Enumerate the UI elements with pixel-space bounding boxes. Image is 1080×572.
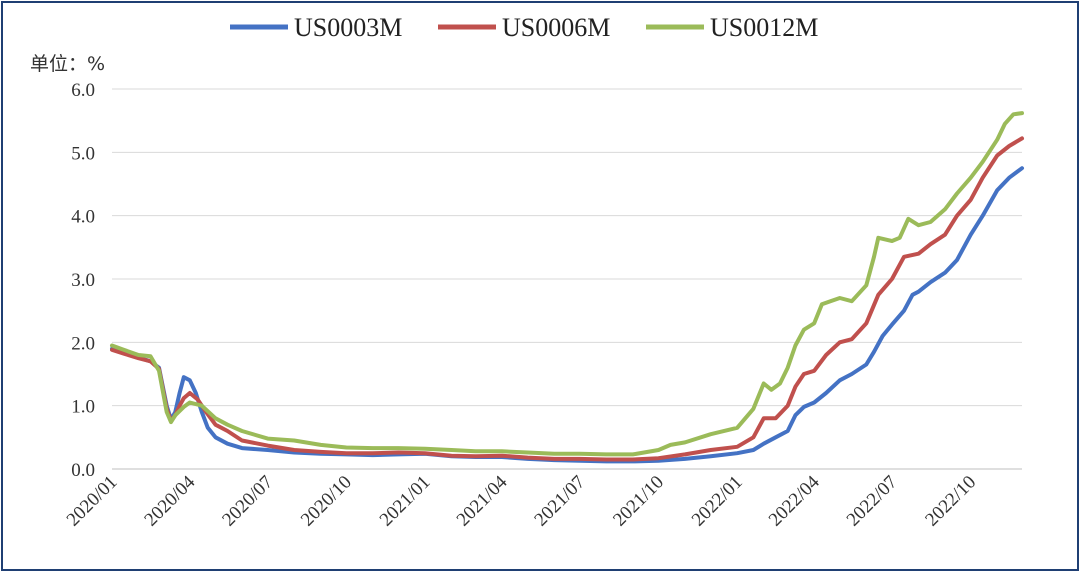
x-tick-label: 2022/10 xyxy=(921,472,980,531)
x-tick-label: 2021/01 xyxy=(376,472,435,531)
y-axis-ticks: 0.0 1.0 2.0 3.0 4.0 5.0 6.0 xyxy=(71,80,95,481)
y-tick-label: 0.0 xyxy=(71,460,95,481)
x-tick-label: 2020/07 xyxy=(218,472,277,531)
series-lines xyxy=(110,111,1024,464)
y-tick-label: 5.0 xyxy=(71,143,95,164)
x-tick-label: 2022/04 xyxy=(765,471,824,530)
x-tick-label: 2021/07 xyxy=(530,472,589,531)
series-line-us0006m xyxy=(110,136,1024,462)
y-tick-label: 3.0 xyxy=(71,270,95,291)
y-tick-label: 1.0 xyxy=(71,397,95,418)
x-tick-label: 2021/10 xyxy=(609,472,668,531)
y-tick-label: 2.0 xyxy=(71,333,95,354)
legend-label: US0012M xyxy=(710,13,818,42)
y-tick-label: 4.0 xyxy=(71,207,95,228)
x-axis-ticks: 2020/01 2020/04 2020/07 2020/10 2021/01 2021/… xyxy=(63,471,981,530)
x-tick-label: 2022/07 xyxy=(843,472,902,531)
unit-label: 单位：% xyxy=(30,53,105,75)
x-tick-label: 2021/04 xyxy=(453,471,512,530)
x-tick-label: 2022/01 xyxy=(688,472,747,531)
legend: US0003M US0006M US0012M xyxy=(230,13,818,42)
x-tick-label: 2020/10 xyxy=(297,472,356,531)
gridlines xyxy=(112,88,1022,470)
legend-label: US0003M xyxy=(294,13,402,42)
y-tick-label: 6.0 xyxy=(71,80,95,101)
legend-label: US0006M xyxy=(502,13,610,42)
x-tick-label: 2020/04 xyxy=(140,471,199,530)
series-line-us0003m xyxy=(110,166,1024,464)
series-line-us0012m xyxy=(110,111,1024,457)
